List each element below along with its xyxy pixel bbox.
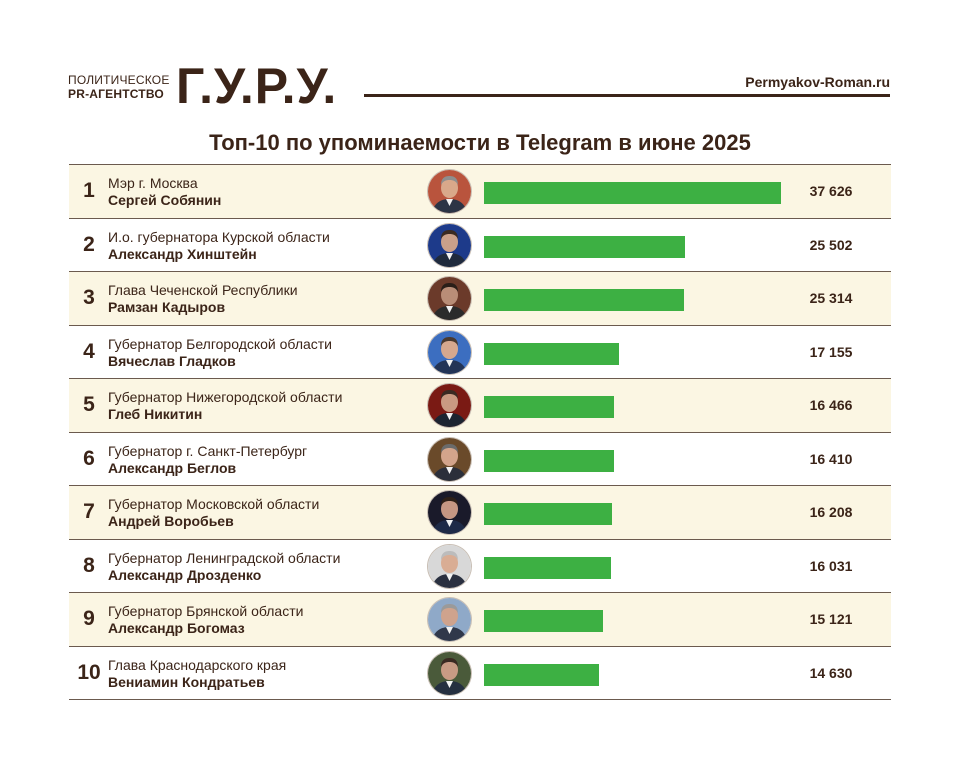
table-row: 7 Губернатор Московской области Андрей Вор… [69, 486, 891, 540]
person-name: Вениамин Кондратьев [108, 673, 265, 690]
bar [484, 610, 603, 632]
table-row: 5 Губернатор Нижегородской области Глеб Ни… [69, 379, 891, 433]
person-name: Рамзан Кадыров [108, 299, 226, 315]
person-position: Мэр г. Москва [108, 175, 198, 191]
agency-tagline: Политическое PR-агентство [68, 73, 170, 101]
rank-number: 7 [83, 500, 95, 524]
data-label: 16 031 [809, 557, 853, 574]
person-info: Мэр г. Москва Сергей Собянин [108, 175, 428, 209]
person-position: Губернатор Ленинградской области [108, 549, 341, 566]
avatar [428, 598, 471, 641]
avatar [428, 544, 471, 588]
bar [484, 396, 614, 418]
person-info: Губернатор Белгородской области Вячеслав … [108, 336, 428, 370]
person-position: Губернатор Московской области [108, 496, 320, 512]
table-row: 8 Губернатор Ленинградской области Алексан… [69, 539, 891, 593]
bar [484, 289, 684, 311]
person-position: Губернатор Брянской области [108, 603, 304, 619]
rank-number: 3 [83, 286, 95, 310]
table-row: 4 Губернатор Белгородской области Вячеслав… [69, 325, 891, 379]
table-row: 2 И.о. губернатора Курской области Алексан… [69, 218, 891, 272]
data-label: 16 208 [809, 504, 853, 521]
person-position: Глава Краснодарского края [108, 656, 287, 673]
avatar [428, 384, 471, 427]
rank-number: 6 [83, 446, 95, 470]
person-name: Вячеслав Гладков [108, 352, 236, 369]
person-info: Губернатор Ленинградской области Александ… [108, 550, 428, 584]
rank-number: 10 [77, 660, 101, 684]
bar [484, 342, 619, 365]
data-label: 25 314 [809, 290, 853, 307]
person-position: Губернатор г. Санкт-Петербург [108, 442, 308, 459]
data-label: 14 630 [809, 664, 853, 681]
data-label: 25 502 [809, 236, 853, 253]
bar [484, 449, 614, 472]
person-name: Александр Дрозденко [108, 566, 262, 583]
person-info: И.о. губернатора Курской области Александ… [108, 229, 428, 263]
bar [484, 182, 781, 204]
avatar [428, 330, 471, 374]
person-name: Александр Богомаз [108, 620, 245, 636]
ranking-table: 1 Мэр г. Москва Сергей Собянин 37 626 2 И.о. … [69, 164, 891, 700]
bar [484, 235, 685, 258]
person-name: Сергей Собянин [108, 192, 222, 208]
data-label: 16 410 [809, 450, 853, 467]
header-divider [364, 94, 890, 97]
agency-line-1: Политическое [68, 73, 170, 87]
rank-number: 8 [83, 553, 95, 577]
person-position: И.о. губернатора Курской области [108, 228, 330, 245]
table-row: 3 Глава Чеченской Республики Рамзан Кадыро… [69, 272, 891, 326]
site-link[interactable]: Permyakov-Roman.ru [745, 74, 890, 90]
avatar [428, 277, 471, 320]
person-name: Александр Беглов [108, 459, 237, 476]
person-name: Андрей Воробьев [108, 513, 234, 529]
logo: Г.У.Р.У. [176, 58, 338, 114]
table-row: 9 Губернатор Брянской области Александр Бо… [69, 593, 891, 647]
header: Политическое PR-агентство Г.У.Р.У. Permy… [0, 0, 960, 120]
avatar [428, 170, 471, 213]
avatar [428, 437, 471, 481]
rank-number: 2 [83, 232, 95, 256]
data-label: 37 626 [809, 183, 853, 200]
avatar [428, 223, 471, 267]
bar [484, 503, 612, 525]
agency-line-2: PR-агентство [68, 87, 164, 101]
person-position: Губернатор Нижегородской области [108, 389, 343, 405]
table-row: 6 Губернатор г. Санкт-Петербург Александр … [69, 432, 891, 486]
person-info: Губернатор Нижегородской области Глеб Ник… [108, 389, 428, 423]
avatar [428, 651, 471, 695]
person-name: Глеб Никитин [108, 406, 203, 422]
person-info: Глава Чеченской Республики Рамзан Кадыров [108, 282, 428, 316]
person-name: Александр Хинштейн [108, 245, 257, 262]
person-position: Губернатор Белгородской области [108, 335, 332, 352]
data-label: 16 466 [809, 397, 853, 414]
person-position: Глава Чеченской Республики [108, 282, 298, 298]
rank-number: 1 [83, 179, 95, 203]
table-row: 1 Мэр г. Москва Сергей Собянин 37 626 [69, 165, 891, 219]
avatar [428, 491, 471, 534]
rank-number: 5 [83, 393, 95, 417]
person-info: Глава Краснодарского края Вениамин Кондра… [108, 657, 428, 691]
data-label: 17 155 [809, 343, 853, 360]
bar [484, 556, 611, 579]
bar [484, 663, 599, 686]
person-info: Губернатор г. Санкт-Петербург Александр Б… [108, 443, 428, 477]
table-row: 10 Глава Краснодарского края Вениамин Конд… [69, 646, 891, 700]
person-info: Губернатор Брянской области Александр Бог… [108, 603, 428, 637]
rank-number: 4 [83, 339, 95, 363]
rank-number: 9 [83, 607, 95, 631]
data-label: 15 121 [809, 611, 853, 628]
person-info: Губернатор Московской области Андрей Воро… [108, 496, 428, 530]
chart-title: Топ-10 по упоминаемости в Telegram в июн… [209, 130, 751, 155]
